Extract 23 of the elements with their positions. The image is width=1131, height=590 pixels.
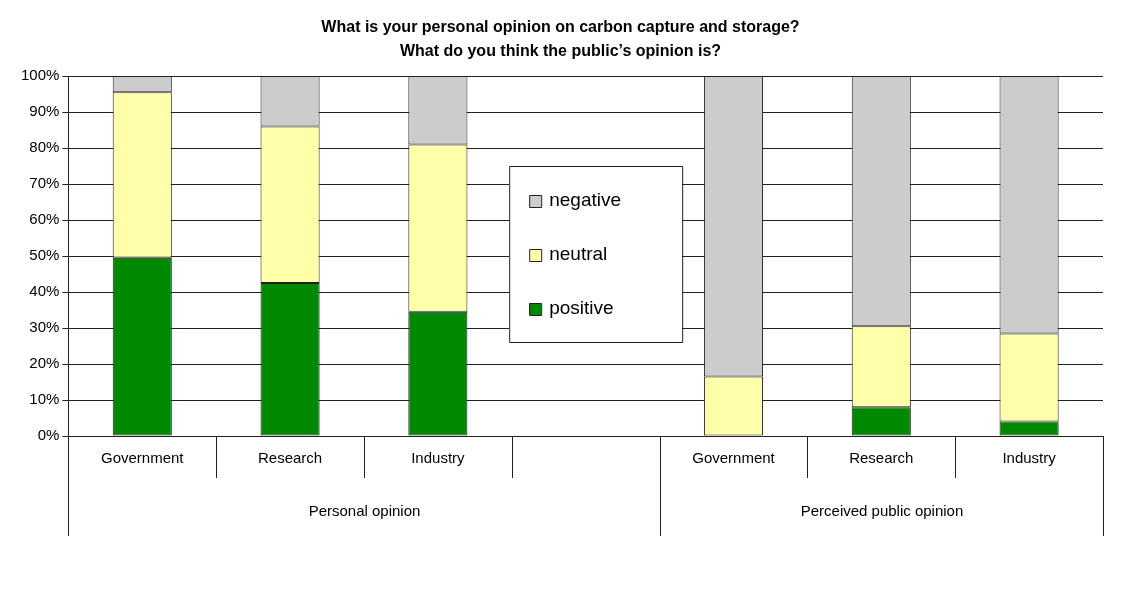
y-tick-label: 80% [29, 138, 60, 156]
y-tick-label: 70% [29, 174, 60, 192]
legend-label: neutral [549, 243, 608, 265]
y-tick-label: 20% [29, 354, 60, 372]
x-tick-label: Government [692, 449, 776, 467]
x-tick-label: Research [849, 449, 914, 467]
x-tick-label: Industry [1002, 449, 1057, 467]
text: Personal opinion [308, 502, 421, 520]
x-tick-label: Research [257, 449, 323, 467]
y-tick-label: 90% [29, 102, 60, 120]
x-tick-label: Government [100, 449, 185, 467]
y-tick-label: 30% [29, 318, 60, 336]
chart-title: What is your personal opinion on carbon capture and storage? What do you think the public’s opinion is? [321, 18, 800, 60]
text: Perceived public opinion [800, 502, 964, 520]
legend-label: positive [549, 297, 614, 319]
y-tick-label: 40% [29, 282, 60, 300]
x-tick-label: Industry [411, 449, 466, 467]
y-tick-label: 10% [29, 390, 60, 408]
y-tick-label: 0% [37, 426, 60, 444]
y-tick-label: 50% [29, 246, 60, 264]
legend-label: negative [549, 189, 622, 211]
y-tick-label: 60% [29, 210, 60, 228]
y-tick-label: 100% [20, 66, 60, 84]
